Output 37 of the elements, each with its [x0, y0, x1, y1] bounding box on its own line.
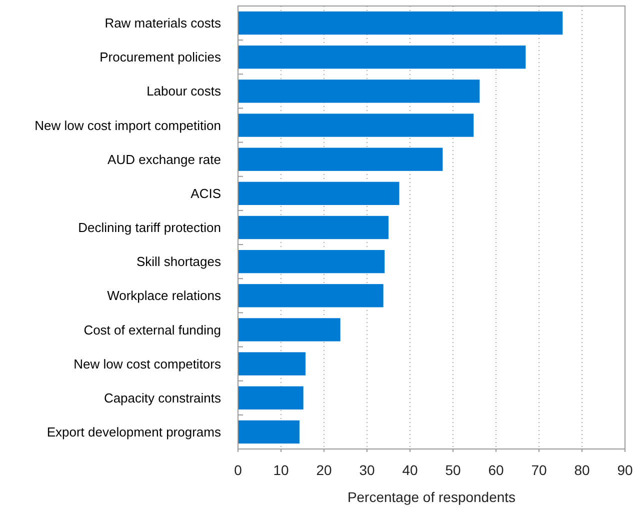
- bar: [238, 148, 443, 171]
- y-tick-label: Cost of external funding: [84, 322, 221, 338]
- x-tick-label: 50: [445, 462, 461, 478]
- bar: [238, 420, 300, 444]
- x-tick-label: 60: [488, 462, 504, 478]
- bar: [238, 250, 385, 274]
- bar: [238, 46, 526, 69]
- y-tick-label: Procurement policies: [100, 50, 222, 65]
- x-tick-label: 90: [617, 462, 633, 478]
- bar: [238, 11, 563, 35]
- y-tick-label: New low cost competitors: [74, 356, 222, 372]
- y-tick-label: Skill shortages: [136, 254, 222, 270]
- bar: [238, 216, 388, 240]
- x-tick-label: 40: [402, 462, 418, 478]
- y-tick-label: Capacity constraints: [104, 390, 222, 406]
- bar: [238, 318, 340, 342]
- bar: [238, 114, 474, 137]
- bar: [238, 284, 384, 308]
- y-tick-label: Export development programs: [46, 424, 222, 440]
- bar: [238, 386, 304, 410]
- x-tick-label: 80: [574, 462, 590, 478]
- x-tick-label: 30: [359, 462, 375, 478]
- y-tick-label: AUD exchange rate: [108, 152, 221, 167]
- bar: [238, 80, 480, 103]
- bar: [238, 182, 400, 206]
- x-tick-label: 20: [316, 462, 332, 478]
- x-tick-label: 0: [234, 462, 242, 478]
- y-tick-label: ACIS: [190, 186, 222, 201]
- x-tick-label: 70: [531, 462, 547, 478]
- y-tick-label: Declining tariff protection: [78, 220, 221, 236]
- bar: [238, 352, 306, 376]
- x-axis-title: Percentage of respondents: [347, 489, 516, 505]
- y-tick-label: Workplace relations: [107, 288, 222, 304]
- y-tick-label: New low cost import competition: [34, 118, 221, 133]
- y-tick-label: Raw materials costs: [104, 16, 222, 31]
- x-tick-label: 10: [273, 462, 289, 478]
- y-tick-label: Labour costs: [146, 84, 222, 99]
